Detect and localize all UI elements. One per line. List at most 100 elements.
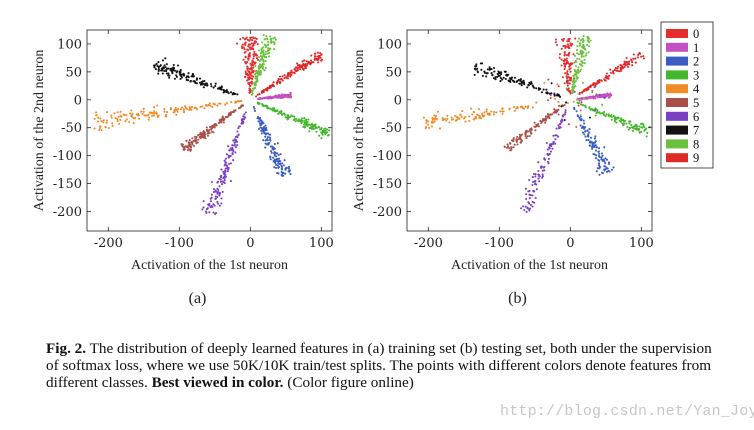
data-point [304, 67, 307, 70]
data-point [262, 60, 265, 63]
data-point [524, 187, 527, 190]
data-point [580, 68, 583, 71]
data-point [519, 141, 522, 144]
data-point [531, 200, 534, 203]
data-point [582, 39, 585, 42]
data-point [238, 125, 241, 128]
data-point [486, 113, 489, 116]
data-point [598, 173, 601, 176]
x-tick-label: 0 [566, 236, 574, 251]
data-point [262, 139, 265, 142]
data-point [295, 70, 298, 73]
y-tick-label: 100 [377, 37, 402, 52]
outlier-point [573, 90, 576, 93]
data-point [595, 170, 598, 173]
legend-swatch [666, 42, 688, 52]
plot-a: -200 -100 0 100 100 50 0 -50 -100 -150 -200 Activat… [32, 29, 334, 307]
data-point [195, 139, 198, 142]
data-point [430, 120, 433, 123]
data-point [257, 120, 260, 123]
data-point [279, 160, 282, 163]
data-point [607, 77, 610, 80]
outlier-point [577, 104, 580, 107]
data-point [279, 162, 282, 165]
data-point [634, 125, 638, 128]
data-point [212, 211, 215, 214]
data-point [168, 76, 171, 79]
data-point [645, 135, 648, 138]
data-point [117, 115, 120, 118]
data-point [520, 84, 523, 87]
outlier-point [595, 93, 598, 96]
data-point [273, 151, 276, 154]
data-point [516, 143, 519, 146]
data-point [248, 91, 251, 94]
data-point [253, 109, 257, 112]
data-point [593, 145, 596, 148]
data-point [269, 145, 272, 148]
data-point [287, 115, 290, 118]
data-point [278, 75, 282, 78]
data-point [244, 43, 247, 46]
data-point [262, 104, 265, 108]
data-point [199, 131, 202, 134]
data-point [138, 117, 141, 120]
data-point [258, 66, 261, 69]
data-point [571, 43, 574, 46]
data-point [296, 68, 299, 71]
data-point [320, 137, 323, 140]
data-point [281, 113, 284, 116]
data-point [263, 38, 266, 41]
data-point [157, 61, 160, 64]
caption-fig-label: Fig. 2. [46, 340, 87, 357]
data-point [603, 94, 606, 97]
data-point [191, 143, 194, 146]
data-point [288, 95, 291, 98]
x-axis-label: Activation of the 1st neuron [451, 258, 608, 273]
cluster-7 [152, 57, 239, 96]
data-point [249, 43, 252, 46]
data-point [574, 73, 577, 77]
data-point [263, 69, 266, 72]
data-point [174, 106, 177, 109]
data-point [190, 105, 194, 109]
data-point [566, 43, 569, 46]
data-point [204, 137, 207, 140]
data-point [188, 142, 191, 145]
data-point [225, 153, 228, 156]
data-point [569, 79, 572, 82]
data-point [580, 64, 583, 67]
data-point [182, 145, 185, 149]
data-point [249, 84, 252, 88]
data-point [609, 71, 612, 74]
data-point [499, 77, 502, 80]
data-point [189, 107, 192, 110]
data-point [131, 112, 134, 115]
data-point [422, 116, 425, 119]
x-tick-label: 100 [629, 236, 654, 251]
data-point [592, 108, 595, 111]
y-tick-label: -100 [53, 149, 82, 164]
data-point [191, 73, 194, 76]
data-point [283, 159, 286, 162]
data-point [269, 139, 272, 142]
data-point [167, 72, 170, 75]
data-point [475, 65, 478, 68]
data-point [205, 126, 208, 129]
data-point [598, 155, 601, 159]
data-point [250, 74, 253, 77]
data-point [510, 78, 513, 81]
data-point [528, 189, 531, 192]
data-point [303, 123, 306, 126]
data-point [522, 81, 526, 84]
data-point [593, 137, 596, 140]
data-point [471, 113, 474, 116]
data-point [276, 172, 279, 175]
data-point [161, 59, 165, 62]
data-point [552, 142, 555, 145]
data-point [510, 139, 514, 142]
data-point [227, 156, 230, 159]
data-point [242, 58, 245, 61]
data-point [573, 61, 576, 64]
data-point [244, 56, 247, 59]
